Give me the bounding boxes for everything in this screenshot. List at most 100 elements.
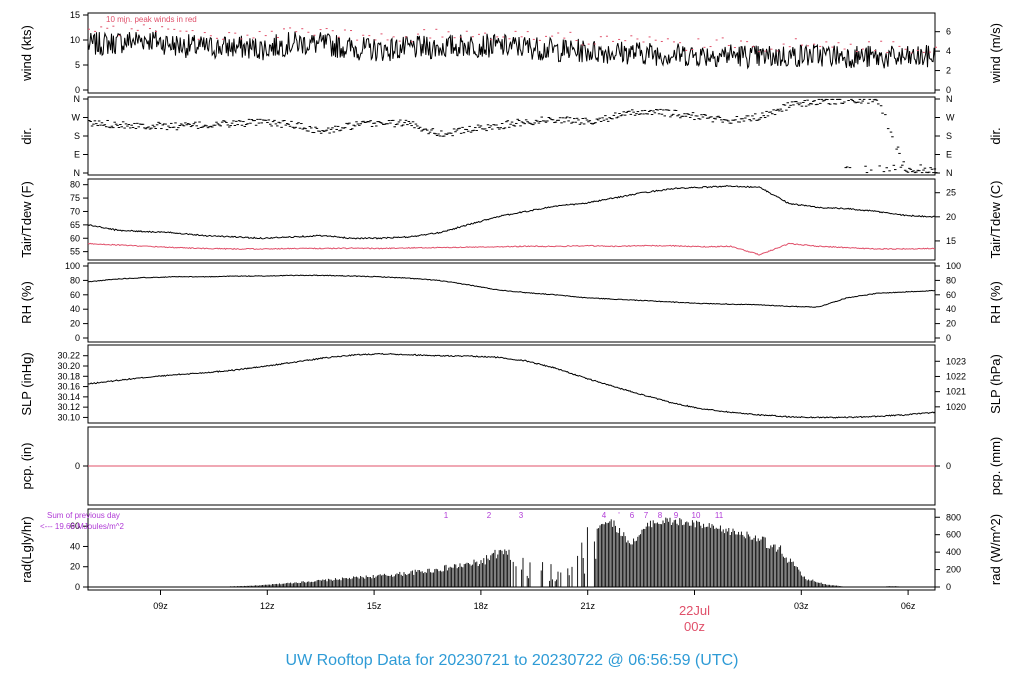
rh-left-tick-label: 60 bbox=[70, 290, 80, 300]
rad-right-tick-label: 800 bbox=[946, 512, 961, 522]
hour-label: 7 bbox=[644, 511, 649, 520]
left-axis-label: Tair/Tdew (F) bbox=[19, 181, 34, 258]
rh-left-tick-label: 0 bbox=[75, 333, 80, 343]
wind-right-tick-label: 6 bbox=[946, 27, 951, 37]
pcp-left-tick-label: 0 bbox=[75, 461, 80, 471]
dir-left-tick-label: S bbox=[74, 131, 80, 141]
rad-right-tick-label: 600 bbox=[946, 530, 961, 540]
wind-panel: 0 5 10 15 0 2 4 6 wind (kts) wind (m/s) 10 min. pe… bbox=[19, 10, 1003, 95]
radiation-annotation: Sum of previous day bbox=[47, 511, 120, 520]
dir-left-tick-label: N bbox=[74, 94, 81, 104]
hour-label: 9 bbox=[674, 511, 679, 520]
temp-right-tick-label: 15 bbox=[946, 236, 956, 246]
slp-left-tick-label: 30.18 bbox=[57, 371, 80, 381]
slp-left-tick-label: 30.20 bbox=[57, 361, 80, 371]
x-tick-label: 12z bbox=[260, 601, 275, 611]
slp-left-tick-label: 30.22 bbox=[57, 351, 80, 361]
temp-right-tick-label: 25 bbox=[946, 188, 956, 198]
temp-left-tick-label: 80 bbox=[70, 180, 80, 190]
day-label: 22Jul bbox=[679, 603, 710, 618]
rh-panel: 0 20 40 60 80 100 0 20 40 60 80 100 RH (%) RH (%) bbox=[19, 261, 1003, 343]
rad-left-tick-label: 0 bbox=[75, 582, 80, 592]
rh-left-tick-label: 80 bbox=[70, 275, 80, 285]
temp-left-tick-label: 55 bbox=[70, 247, 80, 257]
slp-right-tick-label: 1020 bbox=[946, 402, 966, 412]
rad-left-tick-label: 60 bbox=[70, 521, 80, 531]
rh-right-tick-label: 100 bbox=[946, 261, 961, 271]
wind-right-tick-label: 2 bbox=[946, 66, 951, 76]
right-axis-label: pcp. (mm) bbox=[988, 437, 1003, 496]
panel-frame bbox=[87, 96, 936, 176]
dir-left-tick-label: N bbox=[74, 168, 81, 178]
tdew-line bbox=[87, 242, 936, 256]
hour-label: 3 bbox=[519, 511, 524, 520]
rh-right-tick-label: 40 bbox=[946, 304, 956, 314]
hour-label: 10 bbox=[692, 511, 701, 520]
rh-right-tick-label: 0 bbox=[946, 333, 951, 343]
panel-frame bbox=[87, 12, 936, 94]
rh-left-tick-label: 100 bbox=[65, 261, 80, 271]
wind-right-tick-label: 4 bbox=[946, 46, 951, 56]
x-tick-label: 09z bbox=[153, 601, 168, 611]
left-axis-label: dir. bbox=[19, 127, 34, 144]
temp-right-tick-label: 20 bbox=[946, 212, 956, 222]
hour-label: ' bbox=[618, 511, 620, 520]
rh-right-tick-label: 80 bbox=[946, 275, 956, 285]
rh-line bbox=[87, 274, 936, 308]
dir-right-tick-label: N bbox=[946, 168, 953, 178]
slp-left-tick-label: 30.12 bbox=[57, 402, 80, 412]
rad-left-tick-label: 20 bbox=[70, 562, 80, 572]
wind-left-tick-label: 10 bbox=[70, 35, 80, 45]
left-axis-label: pcp. (in) bbox=[19, 443, 34, 490]
pcp-right-tick-label: 0 bbox=[946, 461, 951, 471]
x-tick-label: 21z bbox=[580, 601, 595, 611]
right-axis-label: RH (%) bbox=[988, 281, 1003, 324]
slp-left-tick-label: 30.14 bbox=[57, 392, 80, 402]
temperature-panel: 55 60 65 70 75 80 15 20 25 Tair/Tdew (F) Tair/Tdew… bbox=[19, 178, 1003, 261]
wind-left-tick-label: 0 bbox=[75, 85, 80, 95]
panel-frame bbox=[87, 262, 936, 343]
right-axis-label: rad (W/m^2) bbox=[988, 514, 1003, 585]
rad-left-tick-label: 40 bbox=[70, 541, 80, 551]
x-tick-label: 03z bbox=[794, 601, 809, 611]
wind-right-tick-label: 0 bbox=[946, 85, 951, 95]
dir-left-tick-label: W bbox=[72, 113, 81, 123]
hour-label: 1 bbox=[444, 511, 449, 520]
dir-left-tick-label: E bbox=[74, 150, 80, 160]
panel-frame bbox=[87, 508, 936, 591]
left-axis-label: RH (%) bbox=[19, 281, 34, 324]
slp-left-tick-label: 30.16 bbox=[57, 382, 80, 392]
slp-left-tick-label: 30.10 bbox=[57, 412, 80, 422]
dir-right-tick-label: S bbox=[946, 131, 952, 141]
radiation-annotation: <--- 19.69 MJoules/m^2 bbox=[40, 522, 125, 531]
day-sub-label: 00z bbox=[684, 619, 705, 634]
hour-label: 11 bbox=[715, 511, 724, 520]
dir-right-tick-label: E bbox=[946, 150, 952, 160]
hour-label: 8 bbox=[658, 511, 663, 520]
wind-note: 10 min. peak winds in red bbox=[106, 15, 197, 24]
x-tick-label: 18z bbox=[474, 601, 489, 611]
temp-left-tick-label: 60 bbox=[70, 233, 80, 243]
tair-line bbox=[87, 185, 936, 240]
right-axis-label: SLP (hPa) bbox=[988, 354, 1003, 414]
wind-left-tick-label: 5 bbox=[75, 60, 80, 70]
temp-left-tick-label: 65 bbox=[70, 220, 80, 230]
right-axis-label: dir. bbox=[988, 127, 1003, 144]
rh-left-tick-label: 20 bbox=[70, 319, 80, 329]
hour-label: 2 bbox=[487, 511, 492, 520]
rad-right-tick-label: 200 bbox=[946, 565, 961, 575]
wind-left-tick-label: 15 bbox=[70, 10, 80, 20]
slp-right-tick-label: 1021 bbox=[946, 387, 966, 397]
left-axis-label: SLP (inHg) bbox=[19, 352, 34, 415]
slp-line bbox=[87, 352, 936, 419]
right-axis-label: wind (m/s) bbox=[988, 23, 1003, 84]
slp-right-tick-label: 1023 bbox=[946, 356, 966, 366]
rh-right-tick-label: 60 bbox=[946, 290, 956, 300]
rad-right-tick-label: 400 bbox=[946, 547, 961, 557]
rh-right-tick-label: 20 bbox=[946, 319, 956, 329]
